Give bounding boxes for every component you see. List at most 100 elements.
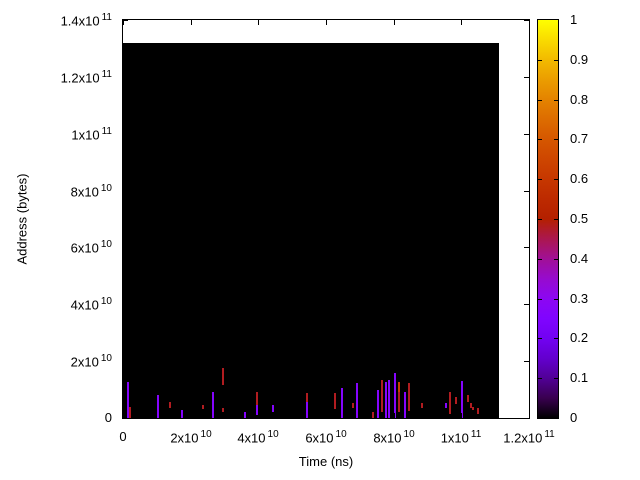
y-tick-label: 4x10 10 [70,296,112,313]
heatmap-spike [157,395,159,418]
heatmap-spike [461,381,463,418]
colorbar-tick-label: 0.8 [570,92,589,107]
colorbar-tick-label: 0.5 [570,211,589,226]
y-tick-label: 6x10 10 [70,239,112,256]
colorbar-tick-right [554,299,558,300]
colorbar-tick-label: 0.3 [570,291,589,306]
colorbar-tick-right [554,378,558,379]
y-tick-label: 8x10 10 [70,183,112,200]
x-tick-mirror [123,20,124,25]
colorbar-tick-label: 0.4 [570,251,589,266]
x-tick-label: 1x10 11 [440,429,482,446]
y-tick [123,77,128,78]
heatmap-spike [129,407,131,418]
heatmap-spike [352,403,354,408]
heatmap-spike [202,405,204,409]
x-tick-label: 8x10 10 [373,429,415,446]
x-axis-title: Time (ns) [298,454,354,469]
heatmap-spike [181,410,183,418]
y-tick-label: 0 [104,410,112,425]
x-tick-mirror [394,20,395,25]
heatmap-spike [472,407,474,410]
colorbar-tick-right [554,259,558,260]
colorbar-tick-left [538,60,542,61]
heatmap-spike [404,392,406,418]
x-tick-mirror [258,20,259,25]
heatmap-spike [398,392,400,412]
x-tick [529,413,530,418]
heatmap-spike [398,382,400,393]
colorbar-tick-label: 0.9 [570,52,589,67]
heatmap-spike [470,403,472,408]
colorbar-tick-label: 0.7 [570,131,589,146]
colorbar-tick-left [538,259,542,260]
y-tick-label: 2x10 10 [70,353,112,370]
colorbar-tick-right [554,179,558,180]
heatmap-spike [377,390,379,418]
exponent: 10 [267,429,279,440]
colorbar-tick-right [554,100,558,101]
heatmap-spike [445,403,447,408]
colorbar-tick-right [554,219,558,220]
colorbar-tick-label: 1 [570,12,578,27]
heatmap-spike [467,395,469,402]
heatmap-spike [455,397,457,404]
x-tick-label: 4x10 10 [237,429,279,446]
exponent: 11 [544,429,555,440]
heatmap-spike [341,388,343,418]
colorbar-tick-left [538,338,542,339]
heatmap-spike [222,368,224,385]
x-tick-label: 2x10 10 [170,429,212,446]
x-tick-label: 6x10 10 [305,429,347,446]
colorbar-tick-label: 0.1 [570,370,589,385]
y-tick [123,247,128,248]
colorbar-tick-left [538,179,542,180]
y-tick [123,191,128,192]
exponent: 11 [101,12,112,23]
heatmap-spike [356,383,358,418]
exponent: 10 [200,429,212,440]
heatmap-spike [244,412,246,418]
colorbar-tick-label: 0.6 [570,171,589,186]
x-tick [258,413,259,418]
colorbar-tick-right [554,139,558,140]
x-tick [394,413,395,418]
y-tick-mirror [524,77,529,78]
y-tick-mirror [524,418,529,419]
x-tick-label: 1.2x10 11 [503,429,555,446]
heatmap-spike [306,402,308,418]
heatmap-spike [381,380,383,412]
y-tick-label: 1.4x10 11 [60,12,112,29]
x-tick [461,413,462,418]
colorbar-tick-right [554,60,558,61]
heatmap-spike [222,408,224,412]
heatmap-spike [272,405,274,412]
colorbar-tick-left [538,100,542,101]
exponent: 10 [335,429,347,440]
colorbar-tick-left [538,299,542,300]
y-tick-label: 1.2x10 11 [60,69,112,86]
x-tick-mirror [529,20,530,25]
colorbar [537,19,559,419]
heatmap-spike [127,382,129,418]
heatmap-spike [421,403,423,408]
heatmap-spike [408,383,410,411]
x-tick [326,413,327,418]
heatmap-spike [169,402,171,408]
heatmap-base-region [123,43,499,418]
colorbar-tick-label: 0.2 [570,330,589,345]
colorbar-tick-label: 0 [570,410,578,425]
exponent: 10 [403,429,415,440]
y-tick-mirror [524,191,529,192]
y-tick-mirror [524,20,529,21]
heatmap-spike [256,392,258,405]
colorbar-tick-left [538,378,542,379]
x-tick-label: 0 [119,429,127,444]
heatmap-spike [385,382,387,418]
x-tick-mirror [326,20,327,25]
y-tick-mirror [524,304,529,305]
colorbar-tick-left [538,219,542,220]
exponent: 10 [100,183,112,194]
heatmap-spike [256,405,258,415]
